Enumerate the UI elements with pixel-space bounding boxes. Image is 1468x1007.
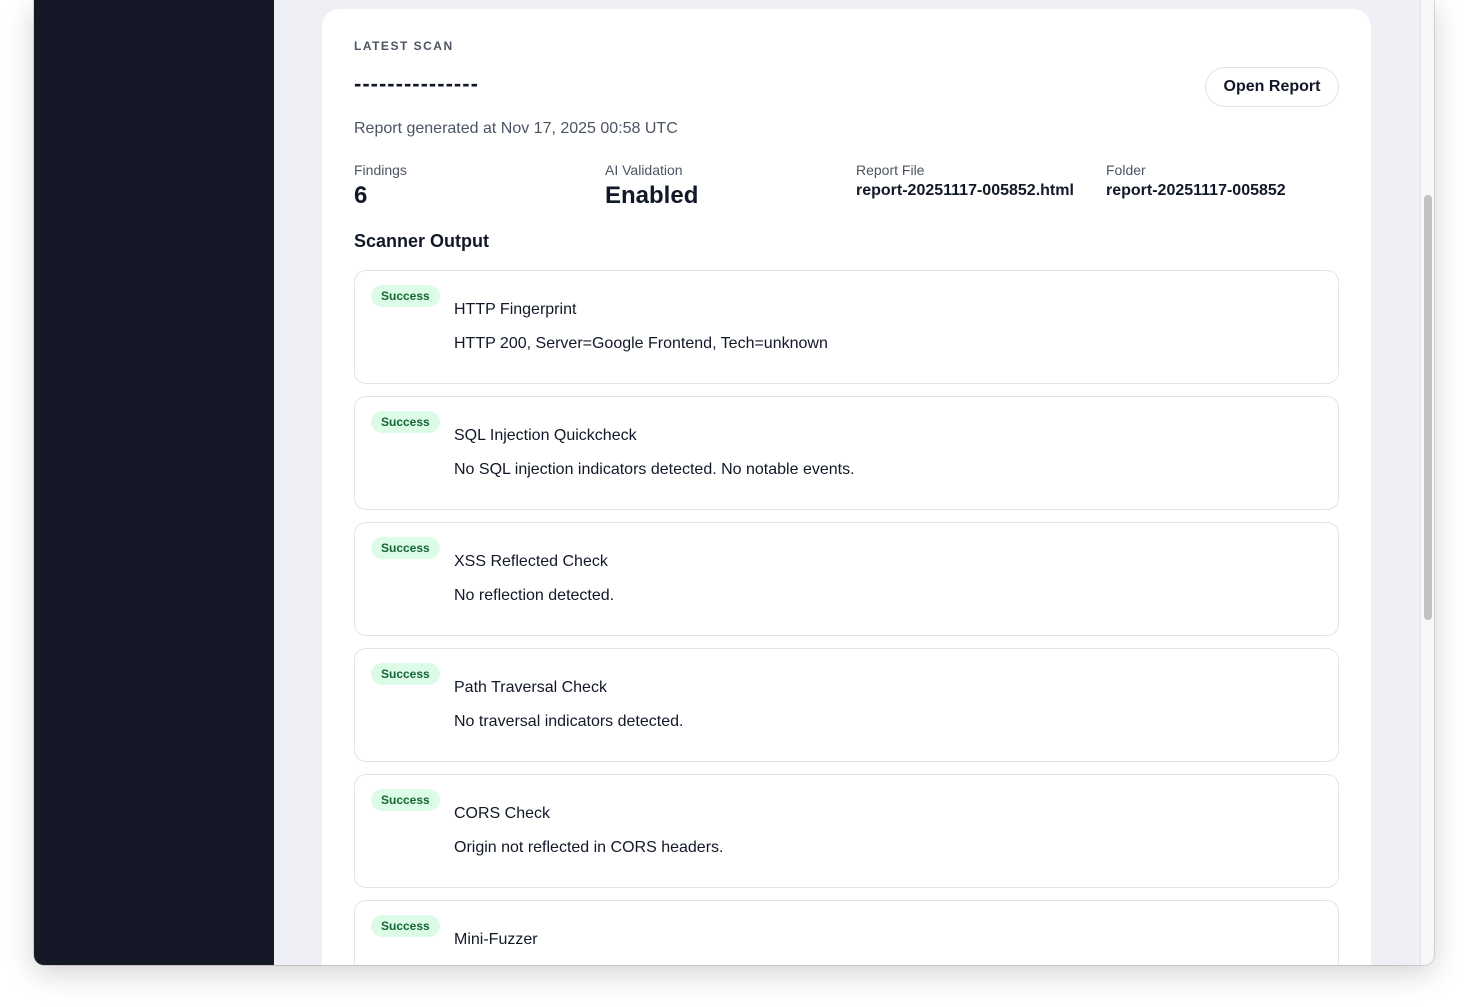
open-report-button[interactable]: Open Report <box>1205 67 1339 107</box>
meta-findings: Findings 6 <box>354 162 407 210</box>
scanner-name: HTTP Fingerprint <box>454 301 577 318</box>
scanner-description: No traversal indicators detected. <box>454 713 684 730</box>
scanner-name: Mini-Fuzzer <box>454 931 538 948</box>
scanner-name: SQL Injection Quickcheck <box>454 427 637 444</box>
status-badge: Success <box>371 915 440 937</box>
latest-scan-card: LATEST SCAN --------------- Open Report … <box>322 9 1371 965</box>
meta-ai-validation: AI Validation Enabled <box>605 162 698 210</box>
meta-value: report-20251117-005852 <box>1106 182 1286 199</box>
meta-value: 6 <box>354 182 368 209</box>
card-eyebrow: LATEST SCAN <box>354 39 454 53</box>
app-window: LATEST SCAN --------------- Open Report … <box>34 0 1434 965</box>
status-badge: Success <box>371 411 440 433</box>
meta-report-file: Report File report-20251117-005852.html <box>856 162 1074 200</box>
meta-folder: Folder report-20251117-005852 <box>1106 162 1286 200</box>
report-generated-text: Report generated at Nov 17, 2025 00:58 U… <box>354 120 678 137</box>
status-badge: Success <box>371 789 440 811</box>
scanner-name: CORS Check <box>454 805 551 822</box>
scanner-output-heading: Scanner Output <box>354 231 490 251</box>
main-content: LATEST SCAN --------------- Open Report … <box>274 0 1420 965</box>
scanner-result-row: Success Path Traversal Check No traversa… <box>354 648 1339 762</box>
status-badge: Success <box>371 537 440 559</box>
scrollbar[interactable] <box>1420 0 1434 965</box>
scanner-result-row: Success HTTP Fingerprint HTTP 200, Serve… <box>354 270 1339 384</box>
scanner-result-row: Success XSS Reflected Check No reflectio… <box>354 522 1339 636</box>
scanner-result-row: Success Mini-Fuzzer <box>354 900 1339 965</box>
scanner-description: Origin not reflected in CORS headers. <box>454 839 724 856</box>
scanner-name: XSS Reflected Check <box>454 553 608 570</box>
status-badge: Success <box>371 285 440 307</box>
meta-label: Findings <box>354 162 407 178</box>
meta-label: AI Validation <box>605 162 683 178</box>
scan-title: --------------- <box>354 71 479 96</box>
meta-label: Report File <box>856 162 925 178</box>
sidebar <box>34 0 274 965</box>
scanner-result-row: Success SQL Injection Quickcheck No SQL … <box>354 396 1339 510</box>
meta-value: report-20251117-005852.html <box>856 182 1074 199</box>
scanner-description: HTTP 200, Server=Google Frontend, Tech=u… <box>454 335 828 352</box>
scanner-result-row: Success CORS Check Origin not reflected … <box>354 774 1339 888</box>
scanner-name: Path Traversal Check <box>454 679 607 696</box>
scanner-description: No SQL injection indicators detected. No… <box>454 461 855 478</box>
status-badge: Success <box>371 663 440 685</box>
scanner-description: No reflection detected. <box>454 587 615 604</box>
meta-value: Enabled <box>605 182 699 209</box>
scrollbar-thumb[interactable] <box>1424 195 1432 620</box>
meta-label: Folder <box>1106 162 1146 178</box>
